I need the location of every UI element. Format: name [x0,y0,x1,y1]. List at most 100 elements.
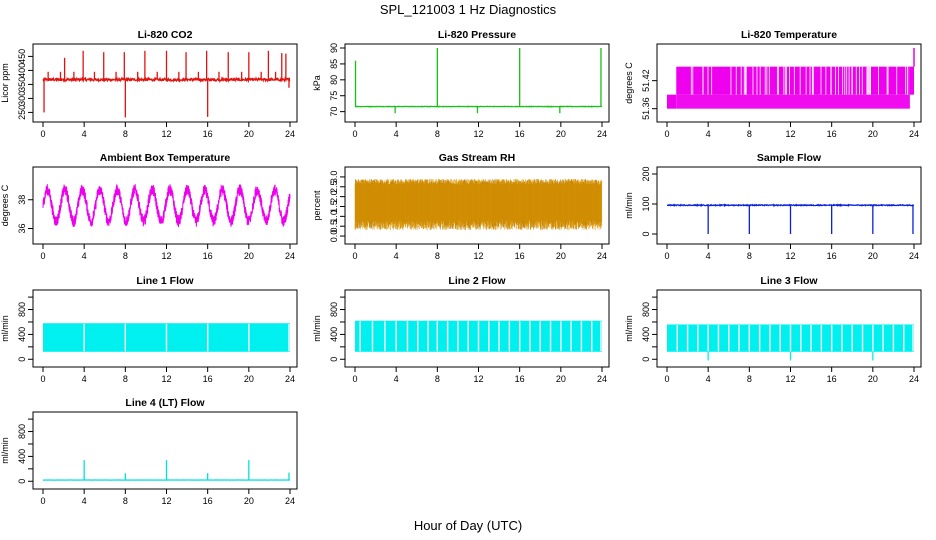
x-tick-label: 24 [285,496,295,506]
panel-3: Li-820 Temperature degrees C 0 4 8 12 16 20 24 51… [624,29,922,139]
panel-8: Line 2 Flow ml/min 0 4 8 12 16 20 24 0 400 800 [312,275,610,384]
panel-6: Sample Flow ml/min 0 4 8 12 16 20 24 0 100 200 [624,152,922,261]
x-tick-label: 20 [244,129,254,139]
x-tick-label: 4 [706,374,711,384]
x-tick-label: 16 [827,374,837,384]
x-tick-label: 4 [394,374,399,384]
x-tick-label: 20 [556,374,566,384]
series-line [354,105,603,108]
x-tick-label: 16 [827,129,837,139]
start-band [667,94,677,109]
plot-data [43,323,290,352]
x-tick-label: 8 [747,251,752,261]
y-tick-label: 0 [641,231,651,236]
panel-title: Gas Stream RH [439,152,515,164]
plot-data [355,320,602,352]
y-tick-label: 0 [329,357,339,362]
x-tick-label: 12 [473,374,483,384]
x-tick-label: 24 [909,374,919,384]
y-tick-label: 400 [17,449,27,464]
x-tick-label: 4 [706,129,711,139]
y-tick-label: 400 [329,327,339,342]
x-tick-label: 20 [244,374,254,384]
y-tick-label: 0 [17,479,27,484]
plot-frame [656,43,922,123]
panel-title: Li-820 Pressure [438,29,516,41]
panel-2: Li-820 Pressure kPa 0 4 8 12 16 20 24 70 75 80 85 90 [312,29,610,139]
y-tick-label: 800 [17,424,27,439]
y-tick-label: 36 [17,223,27,233]
x-tick-label: 12 [161,374,171,384]
plot-frame [344,166,610,245]
x-tick-label: 16 [203,251,213,261]
y-tick-label: 2.5 [329,181,339,194]
x-tick-label: 8 [123,129,128,139]
x-tick-label: 16 [827,251,837,261]
y-tick-label: 75 [329,91,339,101]
x-tick-label: 12 [785,129,795,139]
panel-9: Line 3 Flow ml/min 0 4 8 12 16 20 24 0 400 800 [624,275,922,384]
x-tick-label: 4 [82,374,87,384]
y-tick-label: 400 [17,63,27,78]
x-tick-label: 0 [40,251,45,261]
x-tick-label: 4 [82,496,87,506]
y-tick-label: 90 [329,43,339,53]
y-tick-label: 800 [329,302,339,317]
y-tick-label: 1.5 [329,200,339,213]
plot-data [667,324,914,361]
x-tick-label: 24 [909,251,919,261]
x-axis-title: Hour of Day (UTC) [413,518,523,533]
y-tick-label: 85 [329,59,339,69]
x-tick-label: 12 [785,374,795,384]
x-tick-label: 20 [556,251,566,261]
y-tick-label: 3.0 [329,171,339,184]
x-tick-label: 12 [161,129,171,139]
y-tick-label: 300 [17,91,27,106]
plot-frame [32,289,298,368]
y-tick-label: 51.42 [641,69,651,92]
x-tick-label: 24 [597,251,607,261]
x-tick-label: 8 [747,129,752,139]
y-tick-label: 450 [17,49,27,64]
plot-data [42,50,291,118]
x-tick-label: 0 [664,374,669,384]
y-tick-label: 80 [329,75,339,85]
x-tick-label: 0 [40,496,45,506]
x-tick-label: 16 [203,129,213,139]
x-tick-label: 16 [515,374,525,384]
plot-data [43,460,291,481]
x-tick-label: 0 [352,129,357,139]
panel-title: Li-820 CO2 [138,29,193,41]
plot-frame [656,166,922,245]
y-tick-label: 51.36 [641,97,651,120]
y-tick-label: 2.0 [329,190,339,203]
x-tick-label: 20 [868,251,878,261]
y-tick-label: 70 [329,107,339,117]
figure-title: SPL_121003 1 Hz Diagnostics [379,2,557,17]
x-tick-label: 4 [706,251,711,261]
x-tick-label: 24 [597,129,607,139]
x-tick-label: 0 [40,129,45,139]
x-tick-label: 12 [473,129,483,139]
panel-title: Ambient Box Temperature [100,152,231,164]
panel-5: Gas Stream RH percent 0 4 8 12 16 20 24 0.00.51.0… [312,152,610,261]
x-tick-label: 24 [285,251,295,261]
x-tick-label: 0 [40,374,45,384]
y-axis-label: ml/min [312,315,322,342]
y-tick-label: 200 [641,166,651,181]
series-line [42,184,291,228]
plot-data [354,48,603,114]
plot-frame [32,411,298,490]
x-tick-label: 0 [664,129,669,139]
x-tick-label: 4 [394,251,399,261]
y-tick-label: 38 [17,195,27,205]
y-axis-label: degrees C [624,62,634,104]
x-tick-label: 0 [664,251,669,261]
x-tick-label: 20 [244,251,254,261]
y-tick-label: 250 [17,105,27,120]
plot-frame [344,43,610,123]
x-tick-label: 8 [435,374,440,384]
x-tick-label: 24 [597,374,607,384]
